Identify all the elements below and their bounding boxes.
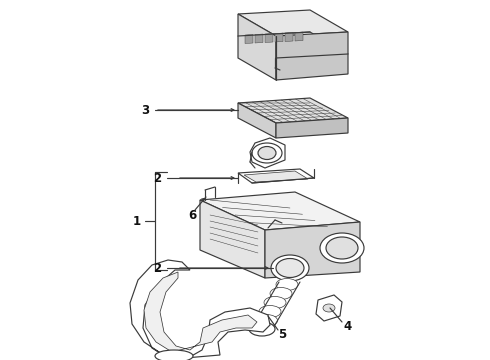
- Ellipse shape: [249, 322, 275, 336]
- Polygon shape: [250, 138, 285, 168]
- Polygon shape: [244, 171, 308, 182]
- Text: 2: 2: [153, 261, 161, 274]
- Polygon shape: [238, 32, 348, 58]
- Polygon shape: [238, 103, 276, 138]
- Text: 3: 3: [141, 104, 149, 117]
- Polygon shape: [200, 192, 360, 230]
- Ellipse shape: [320, 233, 364, 263]
- Polygon shape: [130, 260, 270, 358]
- Ellipse shape: [271, 255, 309, 281]
- Ellipse shape: [270, 288, 292, 300]
- Ellipse shape: [264, 297, 286, 309]
- Text: 2: 2: [153, 171, 161, 185]
- Ellipse shape: [259, 306, 281, 318]
- Ellipse shape: [326, 237, 358, 259]
- Text: 6: 6: [188, 208, 196, 221]
- Polygon shape: [144, 272, 257, 352]
- Polygon shape: [276, 118, 348, 138]
- Ellipse shape: [323, 304, 335, 312]
- Ellipse shape: [276, 279, 298, 291]
- Text: 1: 1: [133, 215, 141, 228]
- Ellipse shape: [155, 350, 193, 360]
- Ellipse shape: [276, 258, 304, 278]
- Polygon shape: [238, 169, 314, 183]
- Polygon shape: [238, 98, 348, 123]
- Polygon shape: [316, 295, 342, 321]
- Polygon shape: [200, 200, 265, 278]
- Polygon shape: [275, 33, 283, 42]
- Polygon shape: [265, 222, 360, 278]
- Ellipse shape: [255, 315, 277, 327]
- Polygon shape: [276, 32, 348, 80]
- Polygon shape: [295, 32, 303, 41]
- Polygon shape: [285, 32, 293, 41]
- Polygon shape: [238, 10, 348, 36]
- Polygon shape: [238, 14, 276, 80]
- Polygon shape: [265, 33, 273, 42]
- Text: 4: 4: [344, 320, 352, 333]
- Text: 5: 5: [278, 328, 286, 341]
- Ellipse shape: [252, 143, 282, 163]
- Polygon shape: [245, 35, 253, 44]
- Ellipse shape: [258, 147, 276, 159]
- Polygon shape: [255, 34, 263, 43]
